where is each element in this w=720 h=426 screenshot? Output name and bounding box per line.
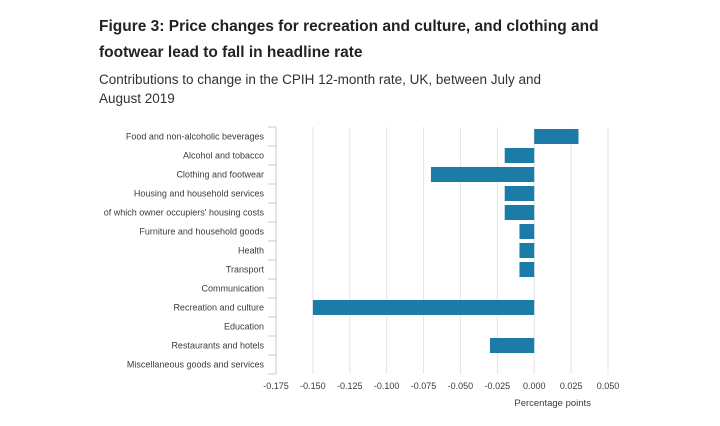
x-tick-label: -0.100 (374, 381, 400, 391)
category-label: Education (224, 322, 264, 332)
x-tick-label: 0.025 (560, 381, 583, 391)
axis-layer (268, 126, 277, 375)
bar (489, 338, 535, 353)
bar (312, 300, 535, 315)
grid-layer (312, 127, 609, 374)
x-tick-label: 0.050 (597, 381, 620, 391)
bar (519, 243, 535, 258)
bar (430, 167, 535, 182)
category-label: Housing and household services (134, 189, 265, 199)
bar (504, 205, 535, 220)
bar (504, 186, 535, 201)
bar (519, 224, 535, 239)
bar-layer (312, 129, 579, 353)
x-axis-title: Percentage points (514, 398, 591, 409)
x-tick-label: -0.125 (337, 381, 363, 391)
x-tick-label: -0.025 (485, 381, 511, 391)
x-tick-label: -0.150 (300, 381, 326, 391)
tick-labels: -0.175 -0.150 -0.125 -0.100 -0.075 -0.050 -0.0… (263, 381, 619, 391)
chart-title: Figure 3: Price changes for recreation a… (99, 18, 599, 61)
category-label: of which owner occupiers' housing costs (104, 208, 265, 218)
category-label: Recreation and culture (173, 303, 264, 313)
bar (519, 262, 535, 277)
x-tick-label: -0.075 (411, 381, 437, 391)
bar (504, 148, 535, 163)
x-tick-label: -0.175 (263, 381, 289, 391)
category-label: Restaurants and hotels (171, 341, 264, 351)
category-label: Miscellaneous goods and services (127, 360, 265, 370)
category-label: Alcohol and tobacco (183, 151, 264, 161)
category-labels: Food and non-alcoholic beverages Alcohol … (104, 132, 265, 370)
chart-subtitle: Contributions to change in the CPIH 12-m… (99, 72, 541, 106)
category-label: Clothing and footwear (176, 170, 264, 180)
category-label: Transport (226, 265, 265, 275)
x-tick-label: -0.050 (448, 381, 474, 391)
bar (534, 129, 579, 144)
x-tick-label: 0.000 (523, 381, 546, 391)
category-label: Food and non-alcoholic beverages (126, 132, 265, 142)
category-label: Furniture and household goods (139, 227, 264, 237)
category-label: Communication (201, 284, 264, 294)
category-label: Health (238, 246, 264, 256)
